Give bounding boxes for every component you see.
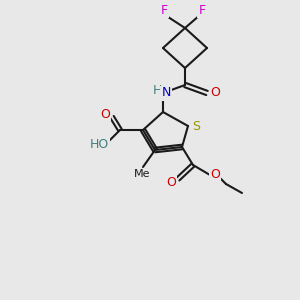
- Text: S: S: [192, 119, 200, 133]
- Text: N: N: [161, 86, 171, 100]
- Text: O: O: [100, 107, 110, 121]
- Text: Me: Me: [134, 169, 150, 179]
- Text: O: O: [210, 86, 220, 100]
- Text: O: O: [166, 176, 176, 188]
- Text: F: F: [198, 4, 206, 16]
- Text: H: H: [152, 85, 162, 98]
- Text: O: O: [210, 167, 220, 181]
- Text: F: F: [160, 4, 168, 16]
- Text: HO: HO: [89, 139, 109, 152]
